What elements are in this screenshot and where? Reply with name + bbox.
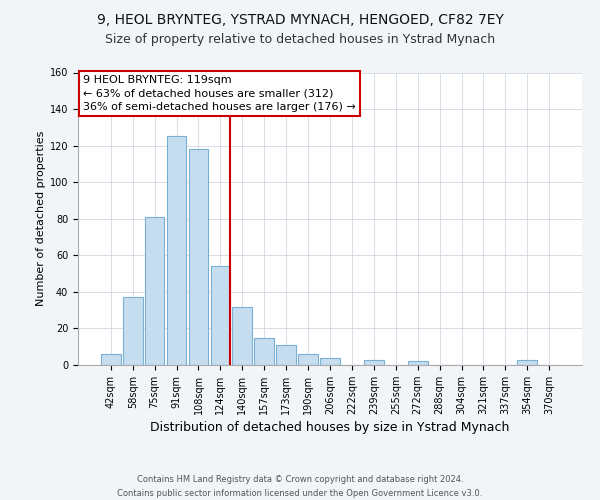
Bar xyxy=(145,217,164,365)
Bar xyxy=(408,362,428,365)
Bar xyxy=(123,298,143,365)
Bar xyxy=(298,354,318,365)
Text: Size of property relative to detached houses in Ystrad Mynach: Size of property relative to detached ho… xyxy=(105,32,495,46)
Bar xyxy=(211,266,230,365)
Bar xyxy=(101,354,121,365)
Bar xyxy=(276,345,296,365)
Bar xyxy=(167,136,187,365)
Text: 9 HEOL BRYNTEG: 119sqm
← 63% of detached houses are smaller (312)
36% of semi-de: 9 HEOL BRYNTEG: 119sqm ← 63% of detached… xyxy=(83,76,356,112)
Y-axis label: Number of detached properties: Number of detached properties xyxy=(35,131,46,306)
X-axis label: Distribution of detached houses by size in Ystrad Mynach: Distribution of detached houses by size … xyxy=(151,421,509,434)
Bar xyxy=(320,358,340,365)
Text: 9, HEOL BRYNTEG, YSTRAD MYNACH, HENGOED, CF82 7EY: 9, HEOL BRYNTEG, YSTRAD MYNACH, HENGOED,… xyxy=(97,12,503,26)
Bar xyxy=(364,360,384,365)
Bar xyxy=(232,306,252,365)
Bar xyxy=(254,338,274,365)
Bar xyxy=(188,150,208,365)
Bar xyxy=(517,360,537,365)
Text: Contains HM Land Registry data © Crown copyright and database right 2024.
Contai: Contains HM Land Registry data © Crown c… xyxy=(118,476,482,498)
